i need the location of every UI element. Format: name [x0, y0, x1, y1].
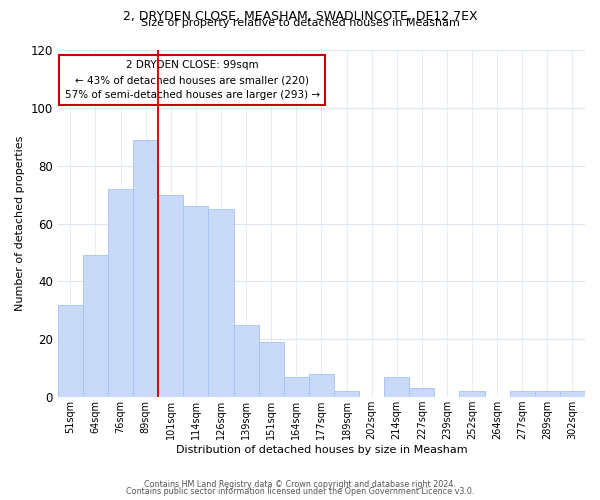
Bar — [460, 392, 485, 397]
Text: Contains public sector information licensed under the Open Government Licence v3: Contains public sector information licen… — [126, 487, 474, 496]
Bar — [509, 392, 535, 397]
Text: 2, DRYDEN CLOSE, MEASHAM, SWADLINCOTE, DE12 7EX: 2, DRYDEN CLOSE, MEASHAM, SWADLINCOTE, D… — [122, 10, 478, 23]
Bar — [158, 194, 184, 397]
Bar — [535, 392, 560, 397]
Bar — [309, 374, 334, 397]
Y-axis label: Number of detached properties: Number of detached properties — [15, 136, 25, 312]
Bar — [184, 206, 208, 397]
Bar — [58, 304, 83, 397]
Bar — [108, 189, 133, 397]
Bar — [384, 377, 409, 397]
Bar — [133, 140, 158, 397]
Text: Contains HM Land Registry data © Crown copyright and database right 2024.: Contains HM Land Registry data © Crown c… — [144, 480, 456, 489]
Bar — [208, 209, 233, 397]
Bar — [334, 392, 359, 397]
Bar — [409, 388, 434, 397]
Bar — [259, 342, 284, 397]
Bar — [233, 325, 259, 397]
Bar — [284, 377, 309, 397]
Bar — [83, 256, 108, 397]
X-axis label: Distribution of detached houses by size in Measham: Distribution of detached houses by size … — [176, 445, 467, 455]
Text: Size of property relative to detached houses in Measham: Size of property relative to detached ho… — [140, 18, 460, 28]
Bar — [560, 392, 585, 397]
Text: 2 DRYDEN CLOSE: 99sqm
← 43% of detached houses are smaller (220)
57% of semi-det: 2 DRYDEN CLOSE: 99sqm ← 43% of detached … — [65, 60, 320, 100]
